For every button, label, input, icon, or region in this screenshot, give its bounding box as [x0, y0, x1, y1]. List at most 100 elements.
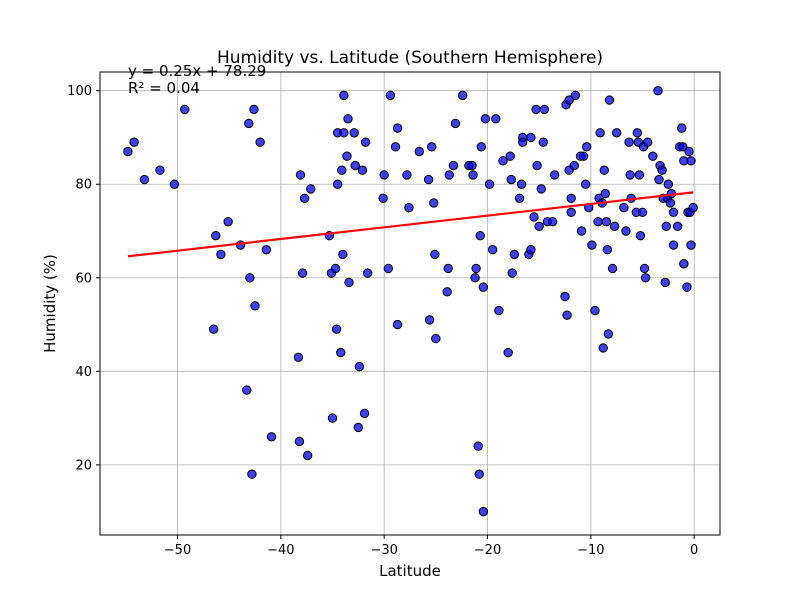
scatter-point [297, 268, 308, 278]
scatter-point [337, 165, 347, 175]
scatter-point [245, 273, 255, 283]
scatter-point [602, 245, 613, 255]
scatter-point [470, 273, 480, 283]
scatter-point [244, 118, 254, 129]
scatter-point [250, 301, 260, 311]
scatter-point [516, 179, 527, 189]
scatter-point [216, 249, 226, 260]
scatter-point [494, 305, 504, 316]
scatter-point [560, 291, 570, 302]
scatter-point [582, 142, 592, 152]
scatter-point [429, 198, 439, 208]
scatter-point [468, 170, 478, 180]
regression-line [127, 191, 694, 258]
scatter-point [517, 137, 528, 147]
scatter-point [342, 151, 352, 161]
scatter-point [668, 207, 679, 218]
scatter-point [404, 202, 414, 213]
scatter-point [686, 240, 696, 250]
scatter-point [359, 408, 370, 419]
scatter-point [640, 273, 651, 283]
y-tick-label: 60 [75, 271, 92, 286]
plot-frame [99, 71, 721, 536]
scatter-point [635, 230, 646, 241]
scatter-point [392, 319, 403, 330]
scatter-point [357, 165, 368, 175]
scatter-point [514, 193, 525, 203]
scatter-point [604, 95, 615, 105]
scatter-point [475, 230, 485, 241]
scatter-point [349, 128, 359, 138]
scatter-point [261, 245, 272, 255]
scatter-point [139, 174, 150, 185]
data-points [123, 86, 698, 517]
scatter-point [343, 114, 353, 124]
x-axis-ticks: −50 −40 −30 −20 −10 0 [164, 535, 698, 558]
scatter-point [634, 170, 645, 180]
scatter-point [299, 193, 310, 203]
scatter-point [590, 305, 600, 316]
scatter-point [247, 469, 257, 479]
scatter-point [679, 259, 689, 269]
scatter-point [603, 329, 614, 339]
scatter-point [654, 174, 664, 185]
scatter-point [663, 179, 674, 189]
y-axis-label: Humidity (%) [41, 254, 59, 353]
scatter-point [653, 86, 663, 96]
scatter-point [564, 95, 574, 105]
x-tick-label: −30 [370, 543, 397, 558]
scatter-point [424, 315, 435, 325]
scatter-point [450, 118, 461, 129]
scatter-point [598, 343, 608, 353]
scatter-point [350, 160, 360, 171]
x-tick-label: −50 [164, 543, 191, 558]
scatter-point [593, 216, 603, 227]
scatter-point [223, 216, 233, 227]
scatter-point [330, 263, 341, 274]
scatter-point [390, 142, 401, 152]
y-tick-label: 20 [75, 458, 92, 473]
grid-lines [100, 72, 720, 535]
scatter-point [360, 137, 371, 147]
scatter-point [549, 170, 560, 180]
scatter-point [682, 282, 692, 292]
scatter-point [609, 221, 620, 232]
scatter-point [526, 132, 536, 143]
regression-line-group [127, 191, 694, 258]
scatter-point [378, 193, 388, 203]
scatter-point [208, 324, 219, 334]
scatter-point [266, 432, 277, 442]
scatter-point [180, 104, 190, 115]
scatter-point [242, 385, 252, 395]
x-axis-label: Latitude [379, 562, 441, 580]
scatter-point [660, 277, 670, 288]
scatter-point [402, 170, 412, 180]
scatter-point [123, 146, 133, 157]
scatter-point [599, 165, 609, 175]
x-tick-label: −40 [267, 543, 294, 558]
scatter-point [611, 128, 622, 138]
scatter-point [570, 90, 581, 101]
scatter-point [467, 160, 477, 171]
scatter-point [621, 226, 631, 236]
x-tick-label: −20 [474, 543, 501, 558]
scatter-point [677, 123, 687, 133]
scatter-point [625, 170, 635, 180]
scatter-point [430, 249, 440, 260]
scatter-point [531, 104, 541, 115]
scatter-point [155, 165, 165, 175]
scatter-point [211, 230, 221, 241]
scatter-point [506, 174, 516, 185]
chart-title: Humidity vs. Latitude (Southern Hemisphe… [217, 48, 603, 68]
y-axis-ticks: 20 40 60 80 100 [67, 84, 100, 473]
regression-equation: y = 0.25x + 78.29 [128, 62, 266, 80]
scatter-point [353, 422, 364, 433]
scatter-point [686, 156, 696, 166]
scatter-point [529, 212, 539, 222]
scatter-point [587, 240, 597, 250]
scatter-point [427, 142, 437, 152]
scatter-point [383, 263, 393, 274]
scatter-point [169, 179, 180, 189]
scatter-point [507, 268, 517, 278]
